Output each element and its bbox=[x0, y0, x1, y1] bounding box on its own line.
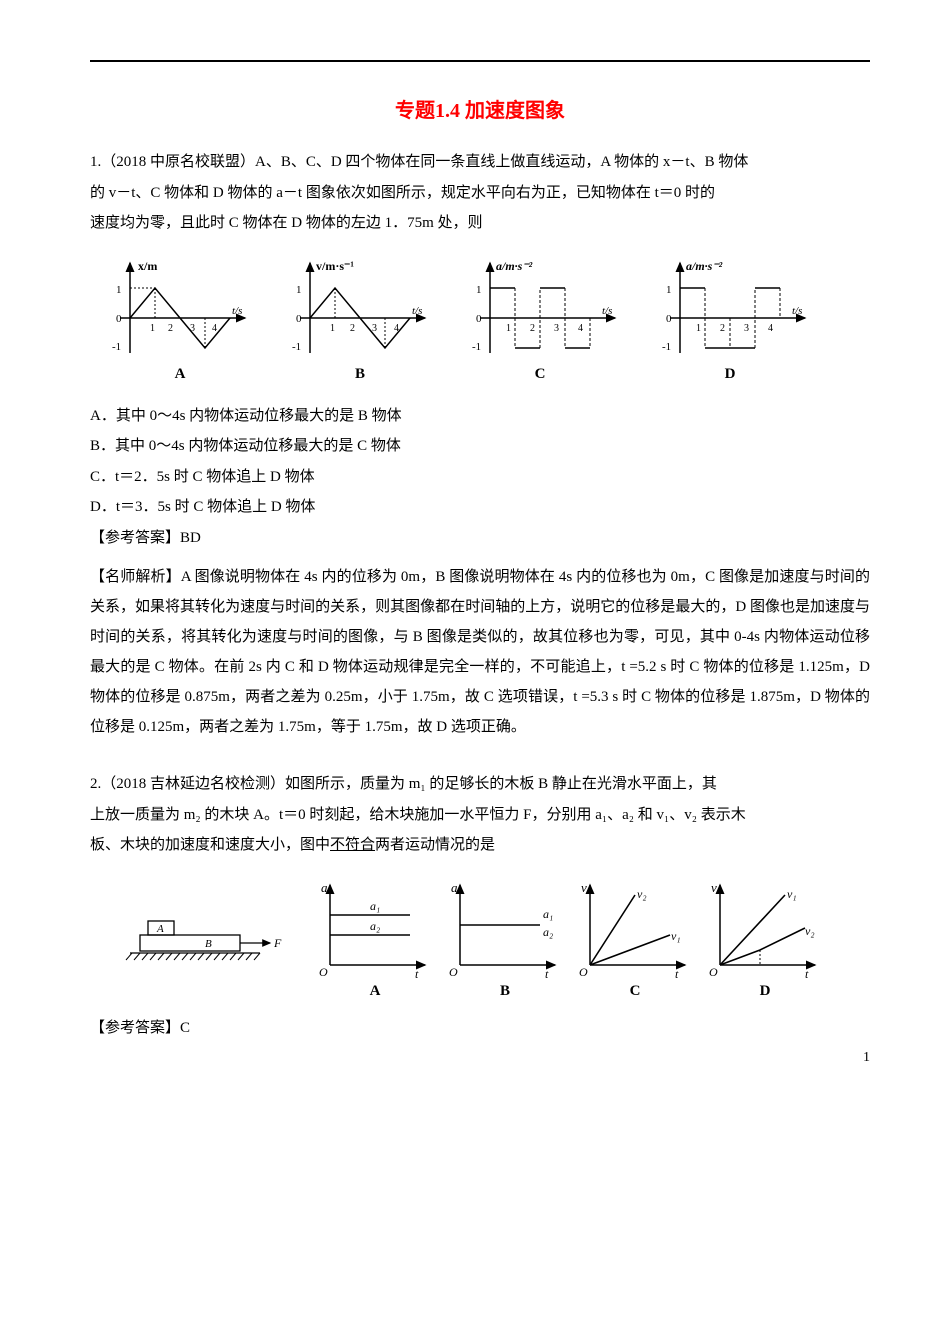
q2-chart-D: v t O v₁ v₂ D bbox=[709, 880, 815, 999]
svg-text:B: B bbox=[500, 983, 510, 999]
svg-text:t: t bbox=[805, 967, 809, 981]
q2-chart-B: a t O a₁ a₂ B bbox=[449, 880, 555, 999]
svg-text:t/s: t/s bbox=[602, 305, 612, 317]
page-number: 1 bbox=[863, 1045, 870, 1072]
svg-text:v₁: v₁ bbox=[671, 929, 681, 943]
q1-chart-B-label: B bbox=[355, 366, 365, 382]
svg-text:0: 0 bbox=[476, 313, 482, 325]
svg-text:B: B bbox=[205, 938, 212, 950]
q1-charts-svg: x/m t/s 1 0 -1 1 2 3 4 A v/m·s⁻¹ t/s 1 0… bbox=[90, 248, 830, 388]
svg-text:0: 0 bbox=[116, 313, 122, 325]
svg-text:O: O bbox=[319, 965, 328, 979]
q1-stem-line1: 1.（2018 中原名校联盟）A、B、C、D 四个物体在同一条直线上做直线运动，… bbox=[90, 148, 870, 177]
svg-text:v: v bbox=[711, 880, 717, 895]
svg-text:t/s: t/s bbox=[232, 305, 242, 317]
svg-text:O: O bbox=[579, 965, 588, 979]
svg-text:a₁: a₁ bbox=[543, 907, 553, 921]
svg-text:a/m·s⁻²: a/m·s⁻² bbox=[496, 259, 533, 273]
q2-stem-line2: 上放一质量为 m₂ 的木块 A。t＝0 时刻起，给木块施加一水平恒力 F，分别用… bbox=[90, 801, 870, 830]
svg-text:1: 1 bbox=[330, 323, 335, 334]
svg-text:a₁: a₁ bbox=[370, 899, 380, 913]
svg-text:v₁: v₁ bbox=[787, 887, 797, 901]
svg-text:a₂: a₂ bbox=[370, 919, 380, 933]
svg-text:0: 0 bbox=[296, 313, 302, 325]
svg-text:4: 4 bbox=[212, 323, 217, 334]
svg-text:0: 0 bbox=[666, 313, 672, 325]
page-title: 专题1.4 加速度图象 bbox=[90, 92, 870, 130]
q2-stem-line3: 板、木块的加速度和速度大小，图中不符合两者运动情况的是 bbox=[90, 831, 870, 860]
svg-text:t: t bbox=[675, 967, 679, 981]
q1-chart-D-label: D bbox=[725, 366, 736, 382]
svg-text:2: 2 bbox=[530, 323, 535, 334]
q2-figure-row: A B F a t O a₁ a₂ A a bbox=[90, 870, 870, 1000]
q1-stem-line2: 的 v－t、C 物体和 D 物体的 a－t 图象依次如图所示，规定水平向右为正，… bbox=[90, 179, 870, 208]
svg-text:a: a bbox=[451, 880, 458, 895]
q1-option-C: C．t＝2．5s 时 C 物体追上 D 物体 bbox=[90, 463, 870, 492]
q1-answer: 【参考答案】BD bbox=[90, 524, 870, 553]
svg-text:1: 1 bbox=[116, 284, 122, 296]
q2-answer: 【参考答案】C bbox=[90, 1014, 870, 1043]
q1-option-B: B．其中 0～4s 内物体运动位移最大的是 C 物体 bbox=[90, 432, 870, 461]
q1-analysis: 【名师解析】A 图像说明物体在 4s 内的位移为 0m，B 图像说明物体在 4s… bbox=[90, 562, 870, 742]
svg-text:-1: -1 bbox=[292, 341, 301, 353]
q2-chart-A: a t O a₁ a₂ A bbox=[319, 880, 425, 999]
svg-text:a₂: a₂ bbox=[543, 925, 553, 939]
q1-chart-D: a/m·s⁻² t/s 1 0 -1 1 2 3 4 D bbox=[662, 259, 805, 382]
svg-text:2: 2 bbox=[350, 323, 355, 334]
q1-chart-B: v/m·s⁻¹ t/s 1 0 -1 1 2 3 4 B bbox=[292, 259, 425, 382]
svg-text:-1: -1 bbox=[472, 341, 481, 353]
svg-text:a: a bbox=[321, 880, 328, 895]
svg-text:1: 1 bbox=[696, 323, 701, 334]
q2-stem-line1: 2.（2018 吉林延边名校检测）如图所示，质量为 m₁ 的足够长的木板 B 静… bbox=[90, 770, 870, 799]
svg-text:t/s: t/s bbox=[792, 305, 802, 317]
svg-text:4: 4 bbox=[768, 323, 773, 334]
q2-charts-svg: A B F a t O a₁ a₂ A a bbox=[90, 870, 830, 1000]
q1-option-A: A．其中 0～4s 内物体运动位移最大的是 B 物体 bbox=[90, 402, 870, 431]
horizontal-rule bbox=[90, 60, 870, 62]
q1-chart-A: x/m t/s 1 0 -1 1 2 3 4 A bbox=[112, 259, 245, 382]
svg-text:v₂: v₂ bbox=[637, 887, 647, 901]
svg-text:t: t bbox=[415, 967, 419, 981]
svg-text:3: 3 bbox=[744, 323, 749, 334]
svg-text:2: 2 bbox=[720, 323, 725, 334]
svg-text:4: 4 bbox=[578, 323, 583, 334]
svg-text:t: t bbox=[545, 967, 549, 981]
q1-figure-row: x/m t/s 1 0 -1 1 2 3 4 A v/m·s⁻¹ t/s 1 0… bbox=[90, 248, 870, 388]
svg-text:3: 3 bbox=[554, 323, 559, 334]
q1-stem-line3: 速度均为零，且此时 C 物体在 D 物体的左边 1．75m 处，则 bbox=[90, 209, 870, 238]
q1-chart-C-label: C bbox=[535, 366, 546, 382]
svg-text:O: O bbox=[709, 965, 718, 979]
svg-text:-1: -1 bbox=[112, 341, 121, 353]
svg-text:v₂: v₂ bbox=[805, 924, 815, 938]
underline-word: 不符合 bbox=[330, 837, 375, 853]
svg-text:O: O bbox=[449, 965, 458, 979]
q1-option-D: D．t＝3．5s 时 C 物体追上 D 物体 bbox=[90, 493, 870, 522]
q2-chart-C: v t O v₂ v₁ C bbox=[579, 880, 685, 999]
q2-setup-diagram: A B F bbox=[126, 921, 282, 960]
svg-text:v: v bbox=[581, 880, 587, 895]
svg-text:A: A bbox=[156, 923, 164, 935]
svg-text:1: 1 bbox=[476, 284, 482, 296]
svg-text:1: 1 bbox=[150, 323, 155, 334]
svg-text:D: D bbox=[760, 983, 771, 999]
svg-text:x/m: x/m bbox=[138, 259, 157, 273]
svg-text:1: 1 bbox=[506, 323, 511, 334]
svg-text:F: F bbox=[273, 936, 282, 950]
svg-text:-1: -1 bbox=[662, 341, 671, 353]
q1-chart-C: a/m·s⁻² t/s 1 0 -1 1 2 3 4 C bbox=[472, 259, 615, 382]
svg-text:2: 2 bbox=[168, 323, 173, 334]
q1-chart-A-label: A bbox=[175, 366, 186, 382]
svg-text:C: C bbox=[630, 983, 641, 999]
svg-text:1: 1 bbox=[296, 284, 302, 296]
svg-text:t/s: t/s bbox=[412, 305, 422, 317]
svg-text:a/m·s⁻²: a/m·s⁻² bbox=[686, 259, 723, 273]
svg-text:1: 1 bbox=[666, 284, 672, 296]
svg-text:A: A bbox=[370, 983, 381, 999]
svg-text:v/m·s⁻¹: v/m·s⁻¹ bbox=[316, 259, 354, 273]
